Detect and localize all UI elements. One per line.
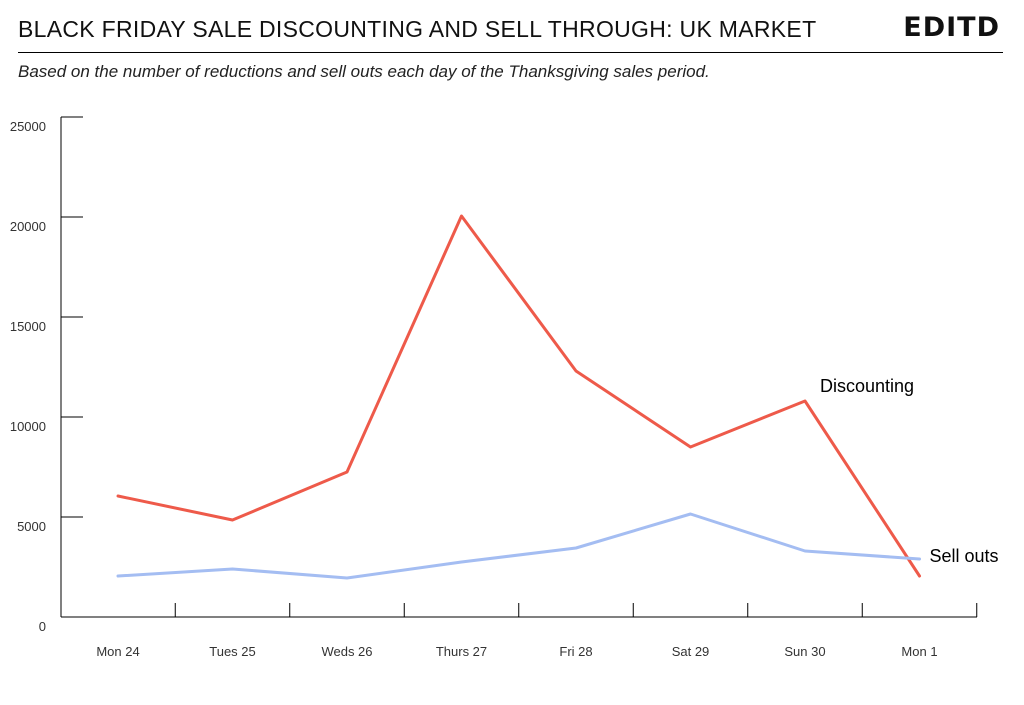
y-tick-label: 20000	[10, 219, 46, 234]
x-tick-label: Thurs 27	[436, 644, 487, 659]
x-tick-label: Mon 1	[901, 644, 937, 659]
y-tick-label: 0	[39, 619, 46, 634]
discounting-series-label: Discounting	[820, 376, 914, 396]
sell-outs-line	[116, 512, 921, 580]
y-tick-label: 5000	[17, 519, 46, 534]
chart-subtitle: Based on the number of reductions and se…	[18, 62, 710, 81]
discounting-line	[116, 214, 921, 578]
chart-title: BLACK FRIDAY SALE DISCOUNTING AND SELL T…	[18, 16, 817, 42]
series-lines: Discounting Sell outs	[116, 214, 999, 580]
y-axis-ticks: 0 5000 10000 15000 20000 25000	[10, 116, 83, 634]
x-tick-label: Tues 25	[209, 644, 256, 659]
editd-logo: EDITD	[903, 12, 1000, 43]
x-tick-label: Mon 24	[96, 644, 139, 659]
y-tick-label: 25000	[10, 119, 46, 134]
x-tick-label: Weds 26	[321, 644, 372, 659]
x-axis-ticks: Mon 24 Tues 25 Weds 26 Thurs 27 Fri 28 Sat 29…	[96, 603, 978, 659]
x-tick-label: Fri 28	[559, 644, 592, 659]
title-divider	[18, 52, 1003, 53]
x-tick-label: Sun 30	[784, 644, 825, 659]
x-tick-label: Sat 29	[672, 644, 710, 659]
sell-outs-series-label: Sell outs	[930, 546, 999, 566]
y-tick-label: 15000	[10, 319, 46, 334]
y-tick-label: 10000	[10, 419, 46, 434]
